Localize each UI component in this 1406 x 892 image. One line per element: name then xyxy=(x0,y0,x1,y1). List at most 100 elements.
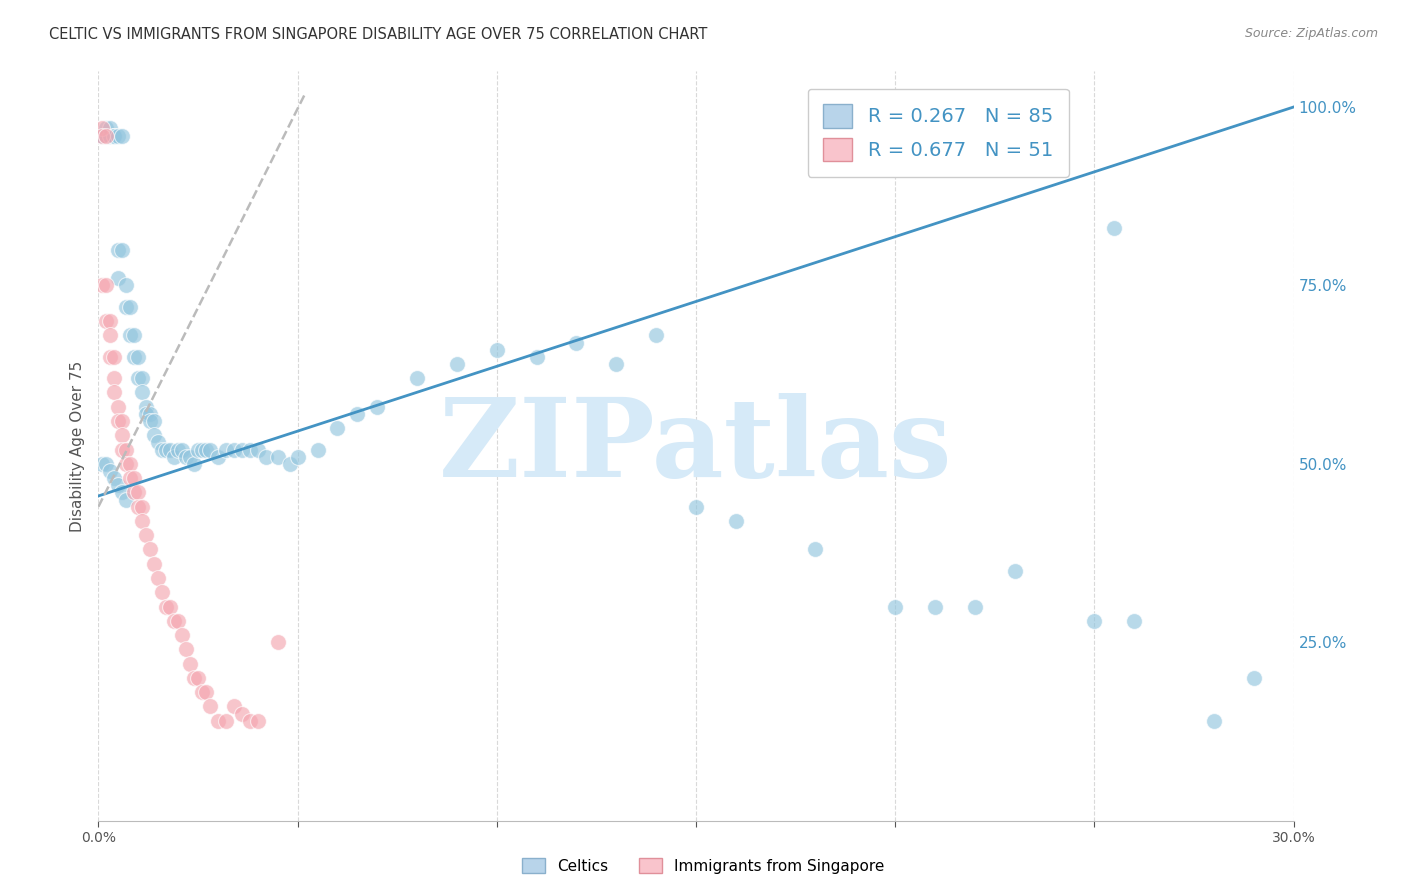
Point xyxy=(120,457,142,471)
Point xyxy=(148,571,170,585)
Point xyxy=(195,442,218,457)
Point xyxy=(96,278,118,293)
Point xyxy=(143,428,166,442)
Point xyxy=(155,599,177,614)
Point xyxy=(103,350,125,364)
Point xyxy=(724,514,747,528)
Point xyxy=(215,442,238,457)
Point xyxy=(150,585,173,599)
Point xyxy=(98,464,122,478)
Point xyxy=(163,614,186,628)
Point xyxy=(246,714,269,728)
Point xyxy=(267,450,290,464)
Point xyxy=(91,128,114,143)
Point xyxy=(107,478,129,492)
Point xyxy=(91,121,114,136)
Point xyxy=(804,542,827,557)
Point xyxy=(135,528,157,542)
Point xyxy=(127,485,149,500)
Point xyxy=(107,243,129,257)
Point xyxy=(120,471,142,485)
Point xyxy=(139,407,162,421)
Point xyxy=(215,714,238,728)
Point xyxy=(167,442,190,457)
Point xyxy=(246,442,269,457)
Point xyxy=(98,314,122,328)
Point xyxy=(91,278,114,293)
Point xyxy=(239,442,262,457)
Point xyxy=(98,350,122,364)
Point xyxy=(98,128,122,143)
Point xyxy=(98,128,122,143)
Point xyxy=(127,371,149,385)
Point xyxy=(307,442,329,457)
Point xyxy=(326,421,349,435)
Point xyxy=(172,442,194,457)
Point xyxy=(96,121,118,136)
Point xyxy=(406,371,429,385)
Point xyxy=(115,442,138,457)
Point xyxy=(103,128,125,143)
Point xyxy=(179,657,201,671)
Point xyxy=(207,450,229,464)
Point xyxy=(127,500,149,514)
Point xyxy=(159,442,181,457)
Point xyxy=(183,457,205,471)
Point xyxy=(605,357,627,371)
Point xyxy=(103,471,125,485)
Point xyxy=(1004,564,1026,578)
Text: Source: ZipAtlas.com: Source: ZipAtlas.com xyxy=(1244,27,1378,40)
Point xyxy=(96,457,118,471)
Point xyxy=(115,278,138,293)
Point xyxy=(124,485,146,500)
Point xyxy=(120,328,142,343)
Point xyxy=(446,357,468,371)
Point xyxy=(1083,614,1105,628)
Point xyxy=(187,442,209,457)
Point xyxy=(231,706,253,721)
Point xyxy=(91,128,114,143)
Point xyxy=(111,428,134,442)
Point xyxy=(366,400,388,414)
Point xyxy=(120,300,142,314)
Point xyxy=(111,243,134,257)
Point xyxy=(174,642,197,657)
Point xyxy=(96,128,118,143)
Point xyxy=(139,542,162,557)
Point xyxy=(98,328,122,343)
Point xyxy=(103,371,125,385)
Point xyxy=(172,628,194,642)
Point xyxy=(111,485,134,500)
Point xyxy=(239,714,262,728)
Point xyxy=(222,442,245,457)
Point xyxy=(155,442,177,457)
Point xyxy=(167,614,190,628)
Point xyxy=(103,128,125,143)
Point xyxy=(207,714,229,728)
Point xyxy=(107,271,129,285)
Point xyxy=(124,471,146,485)
Point xyxy=(191,442,214,457)
Point xyxy=(91,128,114,143)
Text: CELTIC VS IMMIGRANTS FROM SINGAPORE DISABILITY AGE OVER 75 CORRELATION CHART: CELTIC VS IMMIGRANTS FROM SINGAPORE DISA… xyxy=(49,27,707,42)
Point xyxy=(107,400,129,414)
Point xyxy=(645,328,668,343)
Point xyxy=(254,450,277,464)
Point xyxy=(195,685,218,699)
Point xyxy=(111,128,134,143)
Point xyxy=(183,671,205,685)
Point xyxy=(1104,221,1126,235)
Point xyxy=(346,407,368,421)
Point xyxy=(115,492,138,507)
Point xyxy=(231,442,253,457)
Text: ZIPatlas: ZIPatlas xyxy=(439,392,953,500)
Point xyxy=(96,314,118,328)
Point xyxy=(115,300,138,314)
Point xyxy=(131,371,153,385)
Point xyxy=(163,450,186,464)
Point xyxy=(91,457,114,471)
Point xyxy=(124,328,146,343)
Point xyxy=(131,514,153,528)
Point xyxy=(526,350,548,364)
Point xyxy=(127,350,149,364)
